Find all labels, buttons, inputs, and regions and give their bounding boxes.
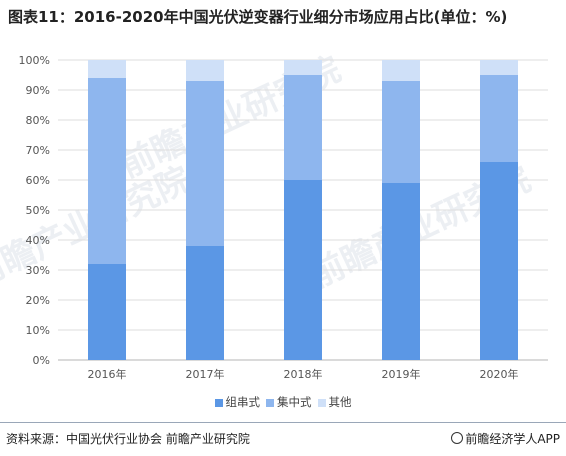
x-tick-label: 2020年 [480, 367, 519, 381]
x-tick-label: 2016年 [88, 367, 127, 381]
bar-segment [382, 183, 420, 360]
bar-segment [186, 246, 224, 360]
legend-item: 组串式 [214, 394, 261, 410]
x-tick-label: 2017年 [186, 367, 225, 381]
bar-segment [382, 60, 420, 81]
bar-segment [284, 60, 322, 75]
bar-segment [186, 81, 224, 246]
legend-item: 集中式 [266, 394, 312, 410]
legend-label: 集中式 [277, 395, 312, 409]
y-tick-label: 40% [26, 234, 50, 247]
bars [88, 60, 518, 360]
y-tick-label: 10% [26, 324, 50, 337]
brand-text: 前瞻经济学人APP [465, 432, 560, 446]
legend-swatch [266, 398, 274, 407]
legend: 组串式 集中式 其他 [0, 394, 566, 410]
y-axis: 0% 10% 20% 30% 40% 50% 60% 70% 80% 90% 100% [19, 54, 50, 367]
y-tick-label: 90% [26, 84, 50, 97]
y-tick-label: 60% [26, 174, 50, 187]
legend-label: 其他 [328, 395, 352, 409]
legend-item: 其他 [317, 394, 352, 410]
stacked-bar-chart: 0%10%20%30%40%50%60%70%80%90%100% 2016年 2… [19, 54, 548, 381]
bar-segment [480, 162, 518, 360]
legend-swatch [214, 398, 223, 407]
y-tick-label: 0% [33, 354, 50, 367]
x-tick-label: 2019年 [382, 367, 421, 381]
y-tick-label: 20% [26, 294, 50, 307]
x-axis: 2016年 2017年 2018年 2019年 2020年 [88, 367, 519, 381]
source-text: 资料来源：中国光伏行业协会 前瞻产业研究院 [6, 432, 250, 446]
bar-segment [480, 60, 518, 75]
y-tick-label: 30% [26, 264, 50, 277]
bar-segment [382, 81, 420, 183]
chart-title: 图表11：2016-2020年中国光伏逆变器行业细分市场应用占比(单位：%) [8, 8, 508, 26]
x-tick-label: 2018年 [284, 367, 323, 381]
y-tick-label: 70% [26, 144, 50, 157]
legend-swatch [317, 398, 326, 407]
y-tick-label: 100% [19, 54, 50, 67]
bar-segment [480, 75, 518, 162]
brand-logo-icon [451, 432, 464, 444]
bar-segment [88, 264, 126, 360]
footer: 资料来源：中国光伏行业协会 前瞻产业研究院 前瞻经济学人APP [0, 422, 566, 456]
bar-segment [284, 180, 322, 360]
legend-label: 组串式 [225, 395, 261, 409]
brand-label: 前瞻经济学人APP [451, 430, 560, 447]
bar-segment [284, 75, 322, 180]
y-tick-label: 50% [26, 204, 50, 217]
y-tick-label: 80% [26, 114, 50, 127]
bar-segment [186, 60, 224, 81]
bar-segment [88, 60, 126, 78]
bar-segment [88, 78, 126, 264]
